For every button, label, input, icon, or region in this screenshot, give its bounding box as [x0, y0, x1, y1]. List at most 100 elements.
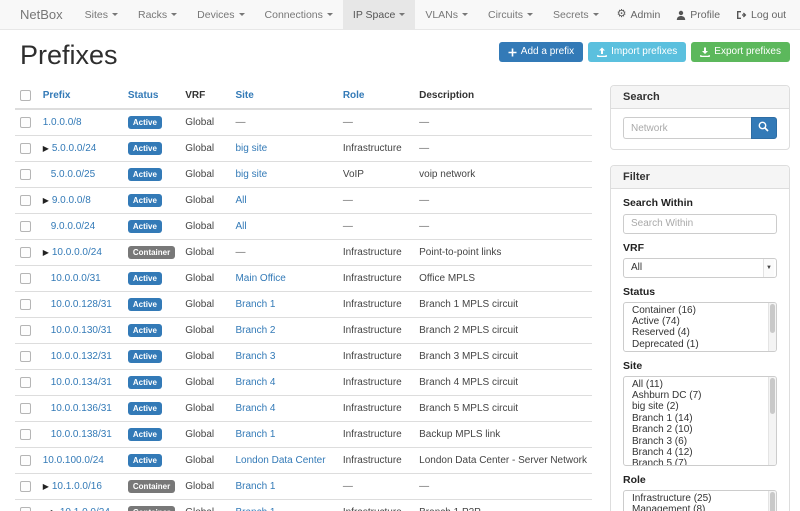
row-checkbox[interactable] [20, 221, 31, 232]
add-a-prefix-button[interactable]: Add a prefix [498, 42, 584, 62]
import-prefixes-button[interactable]: Import prefixes [588, 42, 687, 62]
search-button[interactable] [750, 117, 777, 139]
nav-item-log-out[interactable]: Log out [728, 0, 794, 30]
row-checkbox[interactable] [20, 351, 31, 362]
nav-item-circuits[interactable]: Circuits [478, 0, 543, 29]
site-link[interactable]: Branch 1 [235, 429, 276, 440]
prefix-link[interactable]: 10.0.0.138/31 [50, 429, 112, 440]
row-checkbox[interactable] [20, 507, 31, 511]
nav-item-profile[interactable]: Profile [668, 0, 728, 30]
site-link[interactable]: Branch 3 [235, 351, 276, 362]
prefix-link[interactable]: 10.0.0.136/31 [50, 403, 112, 414]
prefix-link[interactable]: 5.0.0.0/24 [51, 143, 97, 154]
prefix-link[interactable]: 10.0.0.132/31 [50, 351, 112, 362]
expand-icon[interactable]: ▶ [51, 508, 57, 511]
prefix-link[interactable]: 9.0.0.0/24 [50, 221, 96, 232]
column-header-site[interactable]: Site [230, 85, 338, 110]
listbox-option[interactable]: Ashburn DC (7) [632, 389, 702, 401]
prefix-link[interactable]: 5.0.0.0/25 [50, 169, 96, 180]
row-checkbox[interactable] [20, 117, 31, 128]
row-checkbox[interactable] [20, 403, 31, 414]
listbox-option[interactable]: big site (2) [632, 401, 679, 413]
prefix-link[interactable]: 10.0.0.130/31 [50, 325, 112, 336]
listbox-option[interactable]: Infrastructure (25) [632, 492, 712, 504]
row-checkbox[interactable] [20, 455, 31, 466]
expand-icon[interactable]: ▶ [42, 248, 49, 257]
listbox-option[interactable]: Branch 4 (12) [632, 446, 693, 458]
site-link[interactable]: All [235, 221, 247, 232]
expand-icon[interactable]: ▶ [42, 482, 49, 491]
prefix-link[interactable]: 9.0.0.0/8 [51, 195, 91, 206]
site-link[interactable]: big site [235, 143, 268, 154]
nav-item-vlans[interactable]: VLANs [415, 0, 478, 29]
scrollbar[interactable] [768, 302, 776, 351]
site-link[interactable]: Main Office [235, 273, 286, 284]
row-checkbox[interactable] [20, 247, 31, 258]
expand-icon[interactable]: ▶ [42, 196, 49, 205]
scrollbar[interactable] [768, 376, 776, 465]
site-link[interactable]: Branch 4 [235, 403, 276, 414]
site-link[interactable]: All [235, 195, 247, 206]
nav-item-sites[interactable]: Sites [75, 0, 128, 29]
prefix-link[interactable]: 10.0.0.0/24 [51, 247, 102, 258]
row-checkbox[interactable] [20, 273, 31, 284]
nav-item-label: VLANs [425, 8, 459, 21]
site-link[interactable]: Branch 1 [235, 481, 276, 492]
row-checkbox[interactable] [20, 195, 31, 206]
vrf-select[interactable]: All ▼ [623, 257, 777, 278]
gear-icon: ⚙ [616, 8, 627, 20]
site-link[interactable]: Branch 1 [235, 299, 276, 310]
select-all-checkbox[interactable] [20, 90, 31, 101]
site-link[interactable]: Branch 2 [235, 325, 276, 336]
role-listbox[interactable]: Infrastructure (25)Management (8)Private… [623, 489, 777, 511]
prefix-link[interactable]: 10.0.0.0/31 [50, 273, 101, 284]
listbox-option[interactable]: Reserved (4) [632, 327, 690, 339]
expand-icon[interactable]: ▶ [42, 144, 49, 153]
prefix-link[interactable]: 10.0.100.0/24 [42, 455, 104, 466]
row-checkbox[interactable] [20, 299, 31, 310]
listbox-option[interactable]: Container (16) [632, 304, 696, 316]
listbox-option[interactable]: Deprecated (1) [632, 338, 699, 350]
nav-item-connections[interactable]: Connections [255, 0, 343, 29]
row-checkbox[interactable] [20, 481, 31, 492]
listbox-option[interactable]: All (11) [632, 378, 663, 390]
row-checkbox[interactable] [20, 143, 31, 154]
chevron-down-icon [326, 13, 333, 16]
nav-item-admin[interactable]: ⚙ Admin [609, 0, 669, 30]
row-checkbox[interactable] [20, 325, 31, 336]
prefix-link[interactable]: 10.1.0.0/24 [60, 507, 110, 511]
column-header-prefix[interactable]: Prefix [37, 85, 123, 110]
site-link[interactable]: London Data Center [235, 455, 326, 466]
export-prefixes-button[interactable]: Export prefixes [691, 42, 790, 62]
listbox-option[interactable]: Branch 5 (7) [632, 458, 688, 466]
search-input[interactable] [623, 117, 751, 139]
status-badge: Active [127, 402, 162, 415]
prefix-link[interactable]: 1.0.0.0/8 [42, 117, 82, 128]
listbox-option[interactable]: Branch 1 (14) [632, 412, 693, 424]
prefix-link[interactable]: 10.1.0.0/16 [51, 481, 102, 492]
column-header-role[interactable]: Role [337, 85, 415, 110]
site-link[interactable]: big site [235, 169, 268, 180]
prefix-link[interactable]: 10.0.0.128/31 [50, 299, 112, 310]
listbox-option[interactable]: Branch 3 (6) [632, 435, 688, 447]
user-icon [676, 10, 686, 20]
scrollbar[interactable] [768, 490, 776, 511]
listbox-option[interactable]: Management (8) [632, 503, 706, 511]
site-listbox[interactable]: All (11) Ashburn DC (7) big site (2) Branch… [623, 375, 777, 466]
search-within-input[interactable] [623, 213, 777, 234]
listbox-option[interactable]: Active (74) [632, 315, 680, 327]
prefix-link[interactable]: 10.0.0.134/31 [50, 377, 112, 388]
row-checkbox[interactable] [20, 429, 31, 440]
nav-item-devices[interactable]: Devices [187, 0, 254, 29]
nav-item-racks[interactable]: Racks [128, 0, 187, 29]
nav-item-ip-space[interactable]: IP Space [342, 0, 416, 29]
column-header-status[interactable]: Status [122, 85, 181, 110]
site-link[interactable]: Branch 4 [235, 377, 276, 388]
row-checkbox[interactable] [20, 169, 31, 180]
status-listbox[interactable]: Container (16) Active (74) Reserved (4) Dep… [623, 301, 777, 352]
site-link[interactable]: Branch 1 [235, 507, 275, 511]
row-checkbox[interactable] [20, 377, 31, 388]
netbox-brand[interactable]: NetBox [20, 7, 63, 22]
listbox-option[interactable]: Branch 2 (10) [632, 424, 693, 436]
nav-item-secrets[interactable]: Secrets [543, 0, 609, 29]
